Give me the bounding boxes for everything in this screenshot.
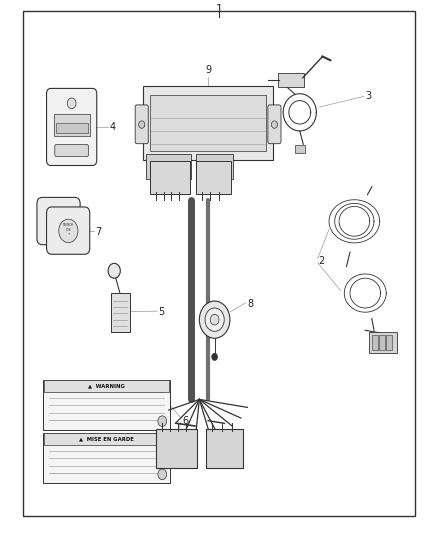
Circle shape	[212, 353, 218, 361]
FancyBboxPatch shape	[44, 433, 169, 445]
Text: 9: 9	[205, 65, 211, 75]
FancyBboxPatch shape	[206, 429, 243, 468]
FancyBboxPatch shape	[196, 161, 231, 193]
Text: ▲  MISE EN GARDE: ▲ MISE EN GARDE	[79, 437, 134, 442]
FancyBboxPatch shape	[43, 379, 170, 430]
Circle shape	[59, 219, 78, 243]
FancyBboxPatch shape	[53, 114, 90, 136]
Circle shape	[210, 314, 219, 325]
Text: 2: 2	[318, 256, 325, 266]
FancyBboxPatch shape	[268, 105, 281, 144]
FancyBboxPatch shape	[43, 433, 170, 483]
FancyBboxPatch shape	[369, 332, 397, 353]
FancyBboxPatch shape	[146, 155, 191, 179]
FancyBboxPatch shape	[37, 197, 80, 245]
Text: SENSOR
FOB: SENSOR FOB	[53, 216, 65, 224]
Circle shape	[67, 98, 76, 109]
FancyBboxPatch shape	[295, 146, 305, 153]
Text: 3: 3	[365, 91, 371, 101]
Circle shape	[108, 263, 120, 278]
Circle shape	[205, 308, 224, 332]
Text: 5: 5	[158, 306, 164, 317]
Text: 7: 7	[95, 227, 102, 237]
FancyBboxPatch shape	[44, 380, 169, 392]
FancyBboxPatch shape	[55, 144, 88, 157]
Text: 1: 1	[215, 4, 223, 14]
FancyBboxPatch shape	[379, 335, 385, 350]
FancyBboxPatch shape	[56, 123, 88, 133]
FancyBboxPatch shape	[111, 293, 130, 332]
Text: 4: 4	[110, 122, 116, 132]
FancyBboxPatch shape	[46, 88, 97, 165]
Text: 6: 6	[182, 416, 188, 426]
Circle shape	[199, 301, 230, 338]
Circle shape	[158, 416, 166, 426]
Circle shape	[158, 469, 166, 480]
FancyBboxPatch shape	[143, 86, 273, 160]
FancyBboxPatch shape	[278, 73, 304, 87]
FancyBboxPatch shape	[46, 207, 90, 254]
FancyBboxPatch shape	[386, 335, 392, 350]
Circle shape	[272, 121, 278, 128]
FancyBboxPatch shape	[150, 95, 266, 151]
Text: 8: 8	[247, 298, 254, 309]
FancyBboxPatch shape	[135, 105, 148, 144]
Text: SENSOR
FOB
+: SENSOR FOB +	[63, 223, 74, 237]
FancyBboxPatch shape	[196, 155, 233, 179]
FancyBboxPatch shape	[372, 335, 378, 350]
Circle shape	[50, 211, 67, 232]
FancyBboxPatch shape	[150, 161, 190, 193]
FancyBboxPatch shape	[156, 429, 197, 468]
Text: ▲  WARNING: ▲ WARNING	[88, 384, 125, 389]
Circle shape	[139, 121, 145, 128]
